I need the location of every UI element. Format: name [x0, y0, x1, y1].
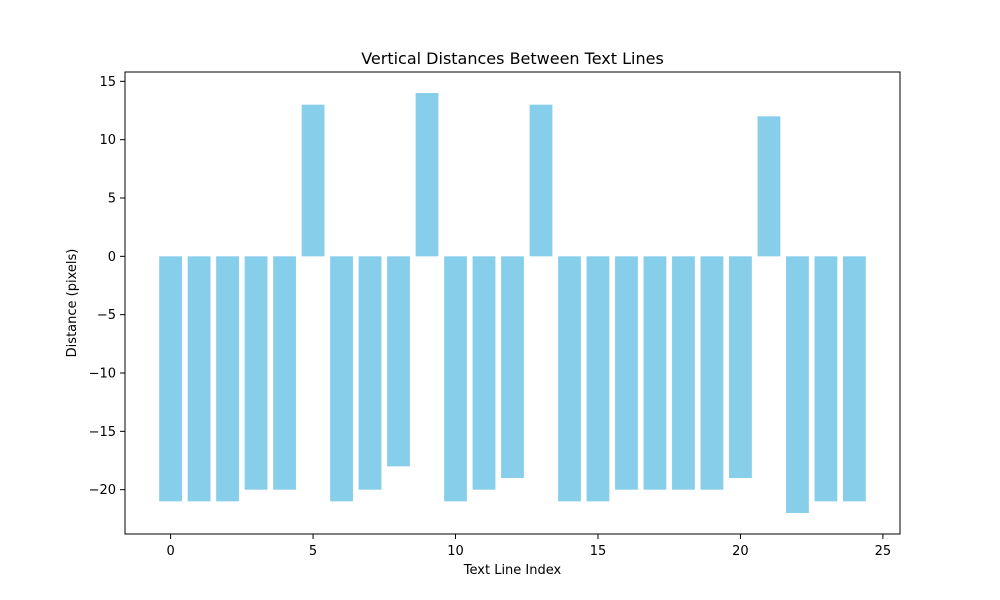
bar	[558, 256, 581, 502]
bar	[643, 256, 667, 490]
bar	[244, 256, 268, 490]
bar	[501, 256, 524, 478]
x-tick-label: 5	[309, 544, 317, 559]
bar	[216, 256, 239, 502]
bar	[729, 256, 752, 478]
bar	[814, 256, 838, 502]
bar	[757, 116, 781, 257]
bar	[472, 256, 496, 490]
x-tick-label: 10	[447, 544, 464, 559]
bar	[586, 256, 610, 502]
bar	[415, 93, 439, 257]
plot-frame	[124, 71, 901, 535]
bar	[444, 256, 467, 502]
y-axis-title: Distance (pixels)	[65, 249, 80, 358]
bar	[330, 256, 353, 502]
bar	[159, 256, 182, 502]
x-axis-title: Text Line Index	[463, 563, 562, 578]
y-axis-ticks: −20 −15 −10 −5 0 5 10 15	[89, 75, 125, 498]
x-tick-label: 20	[732, 544, 749, 559]
x-tick-label: 25	[875, 544, 892, 559]
y-tick-label: 5	[108, 192, 116, 207]
y-tick-label: −20	[89, 483, 116, 498]
y-tick-label: −15	[89, 425, 116, 440]
x-tick-label: 15	[590, 544, 607, 559]
bars-layer	[159, 93, 866, 513]
chart-title: Vertical Distances Between Text Lines	[361, 49, 664, 68]
y-tick-label: 0	[108, 250, 116, 265]
y-tick-label: −5	[97, 308, 116, 323]
x-axis-ticks: 0 5 10 15 20 25	[166, 534, 891, 559]
bar	[843, 256, 866, 502]
y-tick-label: 15	[99, 75, 116, 90]
bar	[301, 104, 325, 257]
bar	[387, 256, 410, 467]
bar	[786, 256, 809, 513]
bar	[358, 256, 382, 490]
bar	[700, 256, 724, 490]
bar	[187, 256, 211, 502]
bar	[615, 256, 638, 490]
bar	[672, 256, 695, 490]
bar	[529, 104, 553, 257]
y-tick-label: −10	[89, 367, 116, 382]
y-tick-label: 10	[99, 133, 116, 148]
bar	[273, 256, 296, 490]
x-tick-label: 0	[166, 544, 174, 559]
